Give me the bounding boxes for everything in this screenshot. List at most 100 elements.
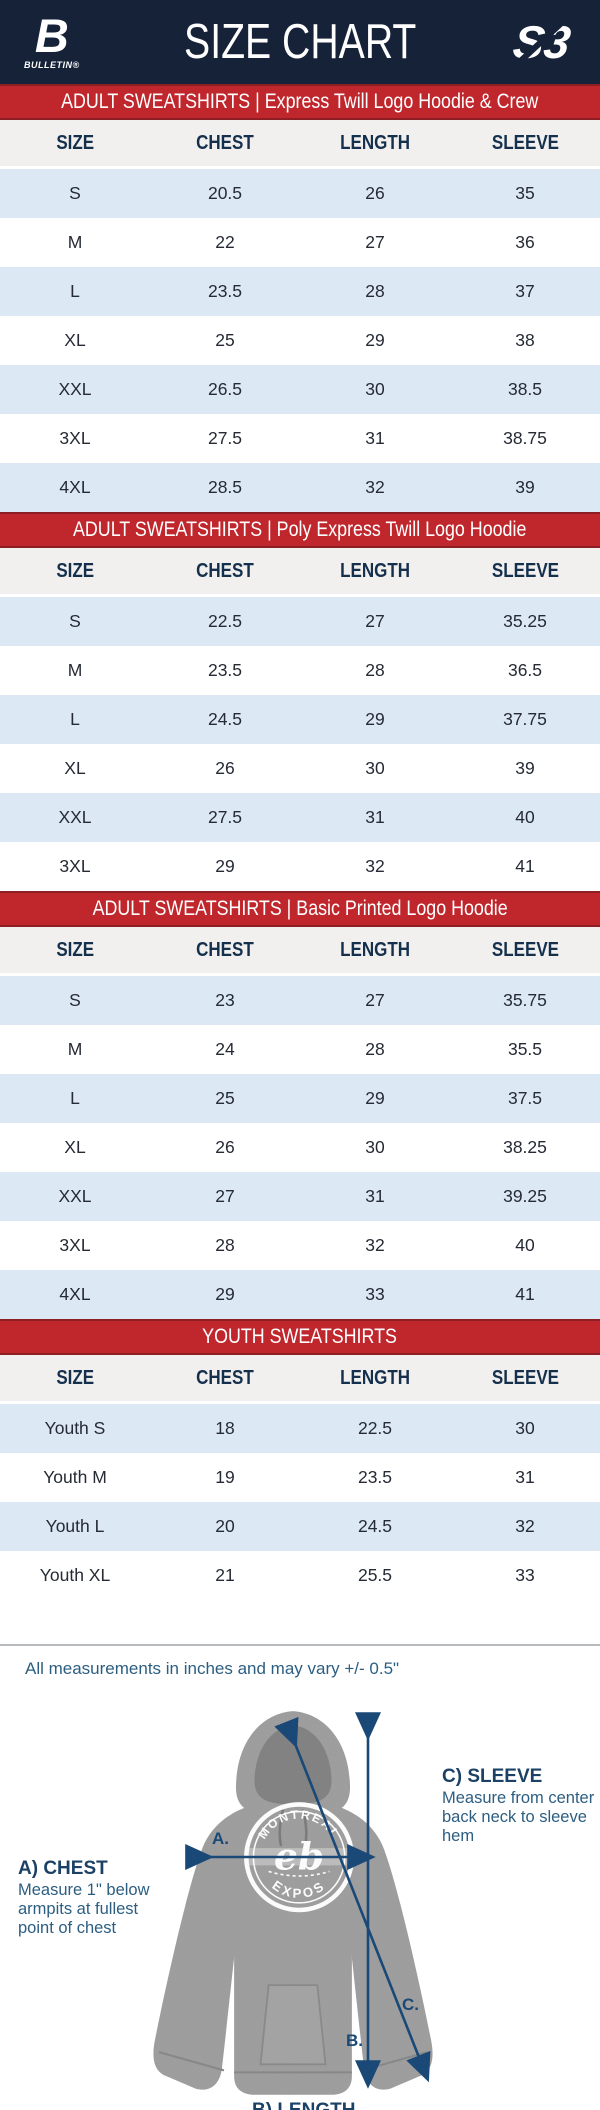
measurement-cell: 33	[365, 1284, 385, 1304]
section-banner-label: ADULT SWEATSHIRTS | Basic Printed Logo H…	[92, 897, 508, 920]
sleeve-instruction-line: Measure from center	[442, 1788, 595, 1807]
size-cell: 4XL	[59, 477, 91, 497]
size-cell: M	[67, 232, 83, 252]
column-header-length: LENGTH	[300, 1355, 450, 1404]
measurement-cell: 30	[365, 1137, 385, 1157]
size-cell: Youth L	[45, 1516, 105, 1536]
measurement-cell: 23.5	[207, 660, 243, 680]
column-header-label: SIZE	[56, 1366, 94, 1389]
size-cell: S	[69, 611, 81, 631]
measurement-cell: 39.25	[503, 1186, 547, 1206]
table-row: XL 26 30 39	[0, 744, 600, 793]
column-header-label: SLEEVE	[491, 1366, 559, 1389]
measurement-cell: 20	[215, 1516, 235, 1536]
header-row: SIZE CHEST LENGTH SLEEVE	[0, 1355, 600, 1404]
measurement-cell: 37	[515, 281, 535, 301]
table-row: XXL 26.5 30 38.5	[0, 365, 600, 414]
column-header-sleeve: SLEEVE	[450, 927, 600, 976]
size-cell: Youth S	[44, 1418, 106, 1438]
sleeve-instruction-title: C) SLEEVE	[442, 1766, 543, 1787]
size-cell: XXL	[58, 807, 92, 827]
sleeve-instruction-line: back neck to sleeve hem	[442, 1808, 587, 1846]
table-row: XL 25 29 38	[0, 316, 600, 365]
table-row: L 24.5 29 37.75	[0, 695, 600, 744]
footnote-divider	[0, 1644, 600, 1646]
size-cell: XL	[64, 1137, 86, 1157]
table-row: M 22 27 36	[0, 218, 600, 267]
size-cell: Youth M	[43, 1467, 107, 1487]
measurement-cell: 38	[515, 330, 535, 350]
size-cell: L	[70, 281, 80, 301]
table-row: 4XL 29 33 41	[0, 1270, 600, 1319]
size-cell: 3XL	[59, 856, 91, 876]
column-header-size: SIZE	[0, 1355, 150, 1404]
measurement-cell: 35.5	[507, 1039, 543, 1059]
measurement-cell: 27	[365, 611, 385, 631]
s3-logo: S3	[502, 13, 576, 71]
column-header-length: LENGTH	[300, 120, 450, 169]
chest-instruction-line: point of chest	[18, 1919, 117, 1938]
column-header-label: LENGTH	[340, 938, 410, 961]
table-row: 3XL 27.5 31 38.75	[0, 414, 600, 463]
measurement-cell: 29	[365, 330, 385, 350]
measurement-diagram: MONTREAL EXPOS eb A. B.	[0, 1683, 600, 2110]
size-cell: XL	[64, 758, 86, 778]
column-header-label: SIZE	[56, 938, 94, 961]
column-header-length: LENGTH	[300, 548, 450, 597]
measurement-cell: 22.5	[357, 1418, 393, 1438]
size-cell: 3XL	[59, 428, 91, 448]
column-header-size: SIZE	[0, 120, 150, 169]
measurement-cell: 27.5	[207, 428, 243, 448]
sleeve-instruction: C) SLEEVE Measure from center back neck …	[442, 1765, 600, 1847]
length-marker-label: B.	[346, 2031, 363, 2050]
table-row: 4XL 28.5 32 39	[0, 463, 600, 512]
measurement-cell: 25	[215, 330, 235, 350]
measurement-cell: 18	[215, 1418, 235, 1438]
measurement-cell: 23.5	[357, 1467, 393, 1487]
size-table: SIZE CHEST LENGTH SLEEVE S 20.5 26 35 M 22 27 36 L 23…	[0, 120, 600, 512]
table-row: S 23 27 35.75	[0, 974, 600, 1025]
masthead: B BULLETIN® SIZE CHART S3	[0, 0, 600, 84]
table-row: L 25 29 37.5	[0, 1074, 600, 1123]
measurement-cell: 29	[215, 1284, 235, 1304]
column-header-chest: CHEST	[150, 120, 300, 169]
bulletin-logo: B BULLETIN®	[24, 12, 80, 70]
column-header-label: SLEEVE	[491, 131, 559, 154]
measurement-cell: 32	[515, 1516, 535, 1536]
measurement-cell: 37.5	[507, 1088, 543, 1108]
section-banner-label: YOUTH SWEATSHIRTS	[202, 1325, 398, 1348]
size-cell: XXL	[58, 1186, 92, 1206]
measurement-cell: 39	[515, 758, 535, 778]
measurement-cell: 30	[365, 758, 385, 778]
column-header-label: CHEST	[196, 1366, 254, 1389]
length-instruction: B) LENGTH Measure from top of shoulder t…	[252, 2099, 381, 2110]
column-header-sleeve: SLEEVE	[450, 120, 600, 169]
column-header-sleeve: SLEEVE	[450, 548, 600, 597]
chest-instruction-title: A) CHEST	[18, 1858, 108, 1879]
table-row: S 20.5 26 35	[0, 167, 600, 218]
column-header-label: LENGTH	[340, 559, 410, 582]
measurement-cell: 30	[515, 1418, 535, 1438]
measurement-cell: 27	[365, 232, 385, 252]
measurement-cell: 28	[365, 281, 385, 301]
measurement-cell: 19	[215, 1467, 235, 1487]
header-row: SIZE CHEST LENGTH SLEEVE	[0, 548, 600, 597]
column-header-chest: CHEST	[150, 548, 300, 597]
sleeve-arrow	[274, 1716, 431, 2083]
table-row: M 24 28 35.5	[0, 1025, 600, 1074]
header-row: SIZE CHEST LENGTH SLEEVE	[0, 120, 600, 169]
measurement-cell: 41	[515, 856, 535, 876]
size-cell: 4XL	[59, 1284, 91, 1304]
column-header-chest: CHEST	[150, 1355, 300, 1404]
table-row: M 23.5 28 36.5	[0, 646, 600, 695]
table-row: XL 26 30 38.25	[0, 1123, 600, 1172]
bulletin-wordmark: BULLETIN®	[24, 59, 80, 70]
measurement-cell: 20.5	[207, 183, 243, 203]
measurement-cell: 36.5	[507, 660, 543, 680]
measurement-cell: 29	[215, 856, 235, 876]
measurement-cell: 35.25	[503, 611, 547, 631]
measurement-cell: 24.5	[207, 709, 243, 729]
column-header-length: LENGTH	[300, 927, 450, 976]
column-header-label: SLEEVE	[491, 559, 559, 582]
